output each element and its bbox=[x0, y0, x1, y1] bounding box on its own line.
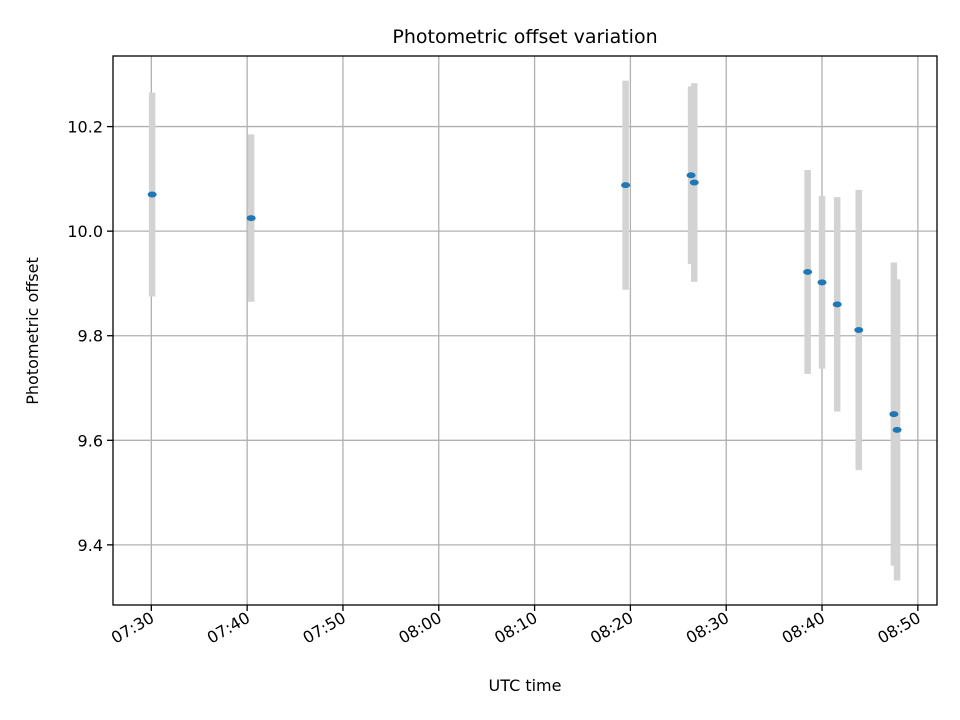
data-point bbox=[803, 268, 813, 275]
data-point bbox=[621, 182, 631, 189]
y-tick-label: 9.4 bbox=[78, 536, 103, 555]
data-point bbox=[246, 215, 256, 222]
y-tick-label: 9.6 bbox=[78, 431, 103, 450]
data-point bbox=[817, 279, 827, 286]
chart-title: Photometric offset variation bbox=[392, 26, 657, 48]
data-point bbox=[832, 301, 842, 308]
y-tick-label: 10.2 bbox=[67, 118, 103, 137]
y-tick-label: 9.8 bbox=[78, 327, 103, 346]
plot-frame bbox=[112, 55, 938, 606]
data-layer bbox=[147, 80, 902, 581]
data-point bbox=[147, 191, 157, 198]
grid-layer bbox=[113, 56, 937, 605]
data-point bbox=[854, 326, 864, 333]
data-point bbox=[689, 179, 699, 186]
data-point bbox=[686, 172, 696, 179]
data-point bbox=[889, 411, 899, 418]
y-tick-label: 10.0 bbox=[67, 222, 103, 241]
data-point bbox=[892, 426, 902, 433]
x-axis-label: UTC time bbox=[489, 676, 562, 695]
y-axis-label: Photometric offset bbox=[23, 257, 42, 405]
